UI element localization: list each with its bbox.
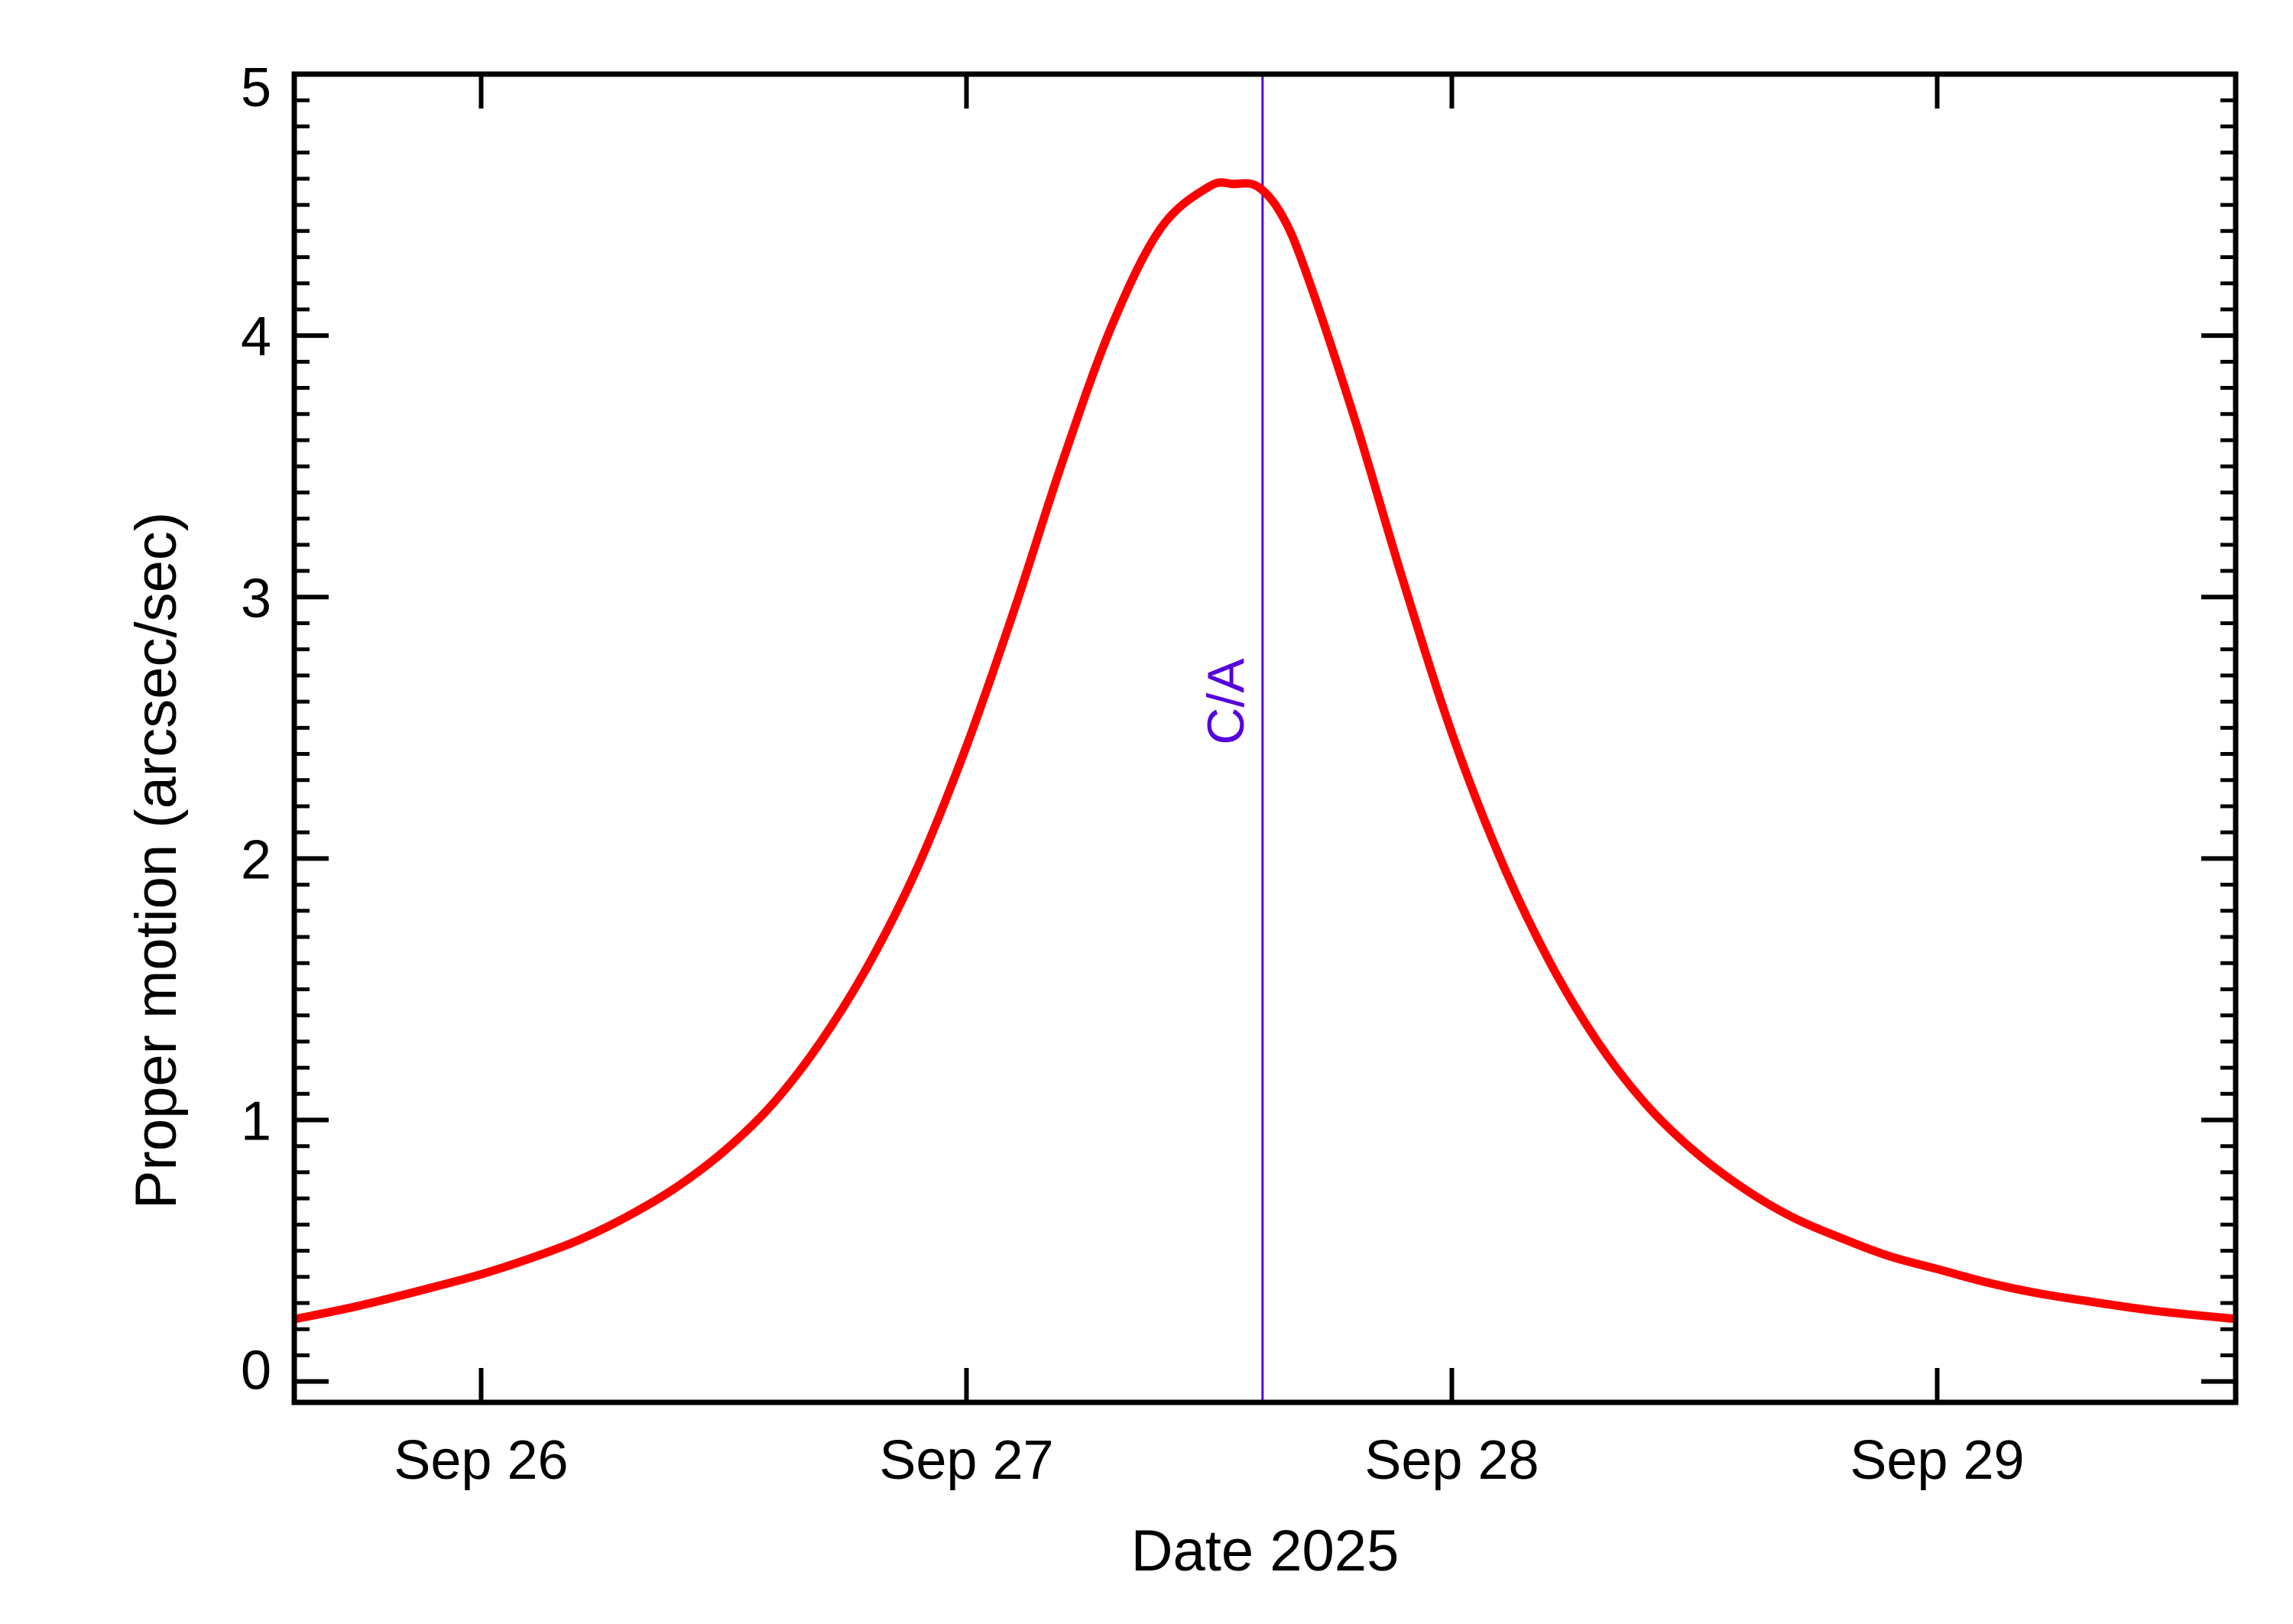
- x-tick-label: Sep 28: [1364, 1430, 1539, 1491]
- y-tick-label: 0: [241, 1340, 271, 1402]
- y-tick-label: 4: [241, 306, 271, 368]
- closest-approach-label: C/A: [1197, 658, 1255, 745]
- x-tick-label: Sep 29: [1850, 1430, 2024, 1491]
- y-axis-title: Proper motion (arcsec/sec): [124, 512, 189, 1209]
- y-tick-label: 1: [241, 1091, 271, 1152]
- x-axis-title: Date 2025: [1131, 1519, 1399, 1583]
- y-tick-label: 5: [241, 57, 271, 118]
- y-tick-label: 3: [241, 568, 271, 629]
- plot-area-frame: [291, 71, 2239, 1405]
- x-tick-label: Sep 26: [394, 1430, 568, 1491]
- proper-motion-curve: [292, 178, 2238, 1323]
- x-tick-label: Sep 27: [879, 1430, 1053, 1491]
- plot-data: C/A: [292, 74, 2238, 1402]
- tick-labels: Sep 26 Sep 27 Sep 28 Sep 29 0 1 2 3 4 5: [241, 57, 2025, 1491]
- y-tick-label: 2: [241, 829, 271, 890]
